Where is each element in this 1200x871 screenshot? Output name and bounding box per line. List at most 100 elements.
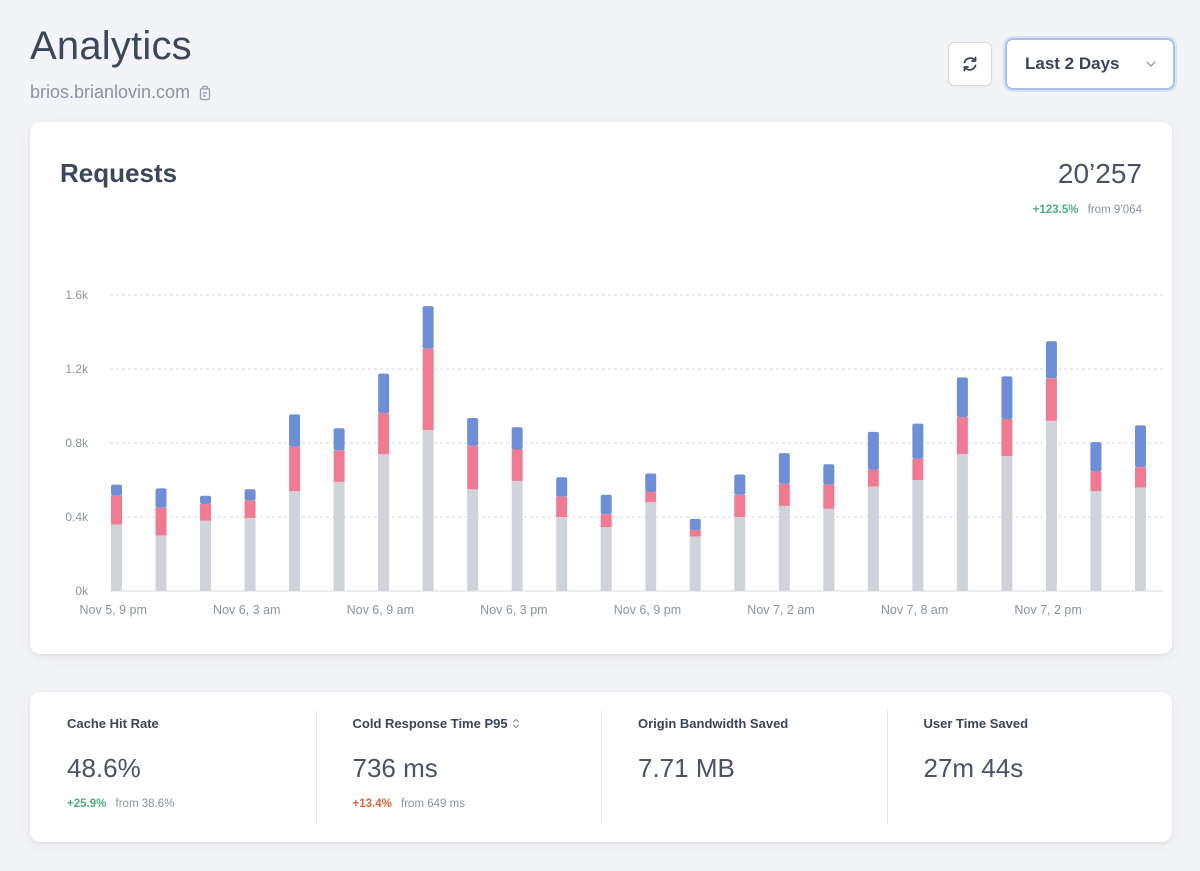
bar-segment [600,514,612,528]
requests-delta-from: from 9’064 [1087,204,1142,216]
bar-segment [689,536,701,591]
bar-segment [1001,376,1013,419]
bar-segment [111,484,122,496]
bar-segment [645,492,657,503]
y-tick-label: 0.4k [65,510,89,524]
chevron-down-icon [1146,61,1156,68]
x-tick-label: Nov 7, 2 am [747,603,814,617]
stat-delta-from: from 649 ms [401,798,465,810]
stat-delta-percent: +13.4% [352,798,392,810]
bar-segment [823,508,835,591]
bar-segment [645,502,657,591]
bar-segment [556,517,568,591]
requests-title: Requests [60,158,178,188]
bar-segment [244,500,256,518]
bar-segment [956,377,968,418]
copy-icon[interactable] [198,85,212,101]
bar-segment [1045,420,1057,591]
bar-segment [111,495,122,525]
date-range-value: Last 2 Days [1025,54,1120,73]
bar-segment [378,373,390,414]
bar-segment [1090,491,1102,591]
bar-segment [333,481,345,591]
site-name: brios.brianlovin.com [30,82,191,102]
x-tick-label: Nov 6, 9 pm [614,603,681,617]
bar-segment [200,504,212,521]
bar-segment [912,423,924,459]
bar-segment [244,517,256,591]
bar-segment [467,489,479,591]
date-range-select[interactable]: Last 2 Days [1005,38,1175,90]
stat-delta: +25.9% from 38.6% [67,798,316,810]
bar-segment [378,413,390,455]
bar-segment [422,348,434,431]
bar-segment [1001,455,1013,591]
bar-segment [155,488,167,508]
bar-segment [1134,467,1146,488]
sort-icon[interactable] [512,718,520,729]
bar-segment [200,520,212,591]
stat-value: 7.71 MB [638,753,735,783]
bar-segment [1045,378,1057,421]
bar-segment [689,529,701,537]
x-tick-label: Nov 6, 3 pm [480,603,547,617]
bar-segment [867,431,879,470]
x-tick-label: Nov 7, 8 am [881,603,948,617]
x-tick-label: Nov 5, 9 pm [80,603,147,617]
bar-segment [778,483,790,506]
requests-total: 20’257 [1057,158,1142,189]
page-title: Analytics [30,24,192,68]
refresh-icon [963,56,977,72]
x-tick-label: Nov 6, 9 am [347,603,414,617]
bar-segment [867,469,879,487]
bar-segment [600,527,612,591]
bar-segment [422,430,434,591]
stat-delta-percent: +25.9% [67,798,107,810]
y-tick-label: 0k [75,584,89,598]
x-tick-label: Nov 7, 2 pm [1014,603,1081,617]
y-tick-label: 1.2k [65,362,89,376]
bar-segment [556,477,568,497]
stat-label-text: Cold Response Time P95 [352,716,508,731]
bar-segment [1134,425,1146,468]
bar-segment [511,449,523,481]
stats-card: Cache Hit Rate 48.6% +25.9% from 38.6% C… [30,692,1172,842]
bar-segment [378,454,390,591]
bar-segment [823,484,835,509]
bar-segment [333,428,345,451]
bar-segment [1001,418,1013,456]
bar-segment [734,474,746,495]
bar-segment [556,496,568,517]
stat-delta: +13.4% from 649 ms [353,798,602,810]
bar-segment [778,453,790,484]
bar-segment [912,480,924,591]
stat-label-sortable[interactable]: Cold Response Time P95 [353,716,602,731]
bar-segment [289,446,301,492]
bar-segment [956,454,968,591]
bar-segment [200,495,212,505]
site-row: brios.brianlovin.com [30,82,212,103]
bar-segment [600,494,612,515]
x-tick-label: Nov 6, 3 am [213,603,280,617]
bar-segment [467,418,479,446]
bar-segment [422,306,434,349]
bar-segment [289,491,301,591]
bar-segment [867,486,879,591]
refresh-button[interactable] [948,42,992,86]
stat-label: Origin Bandwidth Saved [638,716,789,731]
bar-segment [111,524,122,591]
stat-origin-bandwidth-saved: Origin Bandwidth Saved 7.71 MB [601,692,887,842]
bar-segment [645,473,657,493]
y-tick-label: 0.8k [65,436,89,450]
bar-segment [1090,442,1102,472]
bar-segment [956,417,968,455]
requests-delta-percent: +123.5% [1032,204,1079,216]
requests-delta: +123.5% from 9’064 [1033,204,1142,216]
bar-segment [333,450,345,482]
bar-segment [1045,341,1057,379]
stat-value: 736 ms [352,753,438,783]
stat-value: 27m 44s [923,753,1024,783]
bar-segment [289,414,301,447]
stat-cold-response-time: Cold Response Time P95 736 ms +13.4% fro… [315,692,602,842]
bar-segment [689,518,701,530]
